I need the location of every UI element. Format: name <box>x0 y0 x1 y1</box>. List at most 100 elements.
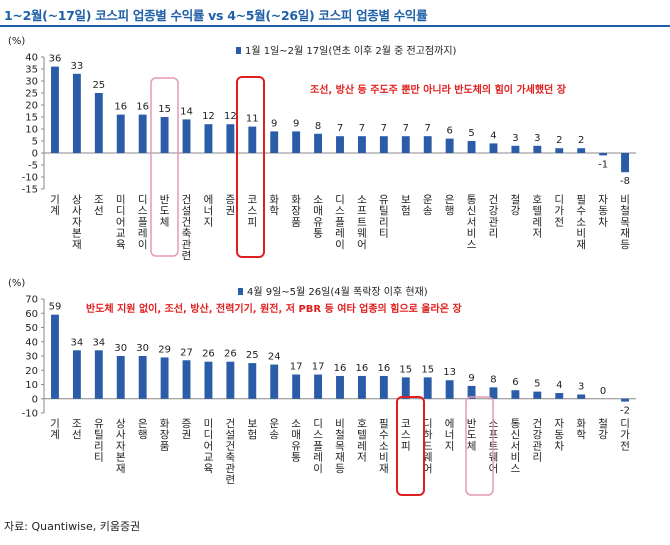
c2-category-label-char: 소 <box>379 440 389 452</box>
c1-category-label-char: 선 <box>94 205 104 217</box>
c2-category-label-char: 품 <box>160 440 170 452</box>
c2-bar <box>270 364 279 399</box>
c2-y-tick-label: -10 <box>22 409 38 420</box>
c1-value-label: 16 <box>136 102 149 113</box>
c1-category-label-char: 레 <box>138 228 148 240</box>
c1-category-label-char: 저 <box>532 228 542 240</box>
c1-category-label-char: 스 <box>467 239 477 251</box>
c1-category-label-char: 수 <box>576 205 586 217</box>
c1-value-label: 15 <box>158 104 171 115</box>
c1-category-label-char: 보 <box>401 194 411 206</box>
c2-category-label-char: 가 <box>620 429 630 441</box>
c2-category-label-char: 선 <box>72 429 82 441</box>
c2-value-label: 16 <box>377 363 390 374</box>
c2-bar <box>511 390 520 399</box>
title-divider <box>0 25 670 27</box>
c1-bar <box>599 153 608 156</box>
c1-category-label-char: 체 <box>160 216 170 228</box>
c1-category-label-char: 계 <box>50 205 60 217</box>
c1-category-label-char: 소 <box>357 194 367 206</box>
c2-category-label-char: 드 <box>423 440 433 452</box>
c2-bar <box>423 377 432 399</box>
c2-value-label: 17 <box>312 362 325 373</box>
c2-category-label-char: 디 <box>204 429 214 441</box>
c1-category-label-char: 리 <box>489 228 499 240</box>
c1-category-label-char: 이 <box>335 239 345 251</box>
c2-category-label-char: 유 <box>291 440 301 452</box>
c2-y-tick-label: 70 <box>25 295 38 306</box>
c1-bar <box>182 119 191 153</box>
c2-bar <box>533 391 542 399</box>
c1-category-label-char: 재 <box>620 228 630 240</box>
c1-category-label-char: 이 <box>138 239 148 251</box>
c1-category-label-char: 화 <box>269 194 279 206</box>
c1-y-tick-label: 15 <box>25 113 38 124</box>
c2-category-label-char: 화 <box>160 418 170 430</box>
c2-category-label-char: 리 <box>94 440 104 452</box>
c2-category-label-char: 철 <box>598 418 608 430</box>
c1-category-label-char: 피 <box>247 216 257 228</box>
c1-bar <box>489 143 498 153</box>
c1-category-label-char: 행 <box>445 205 455 217</box>
c1-y-tick-label: 0 <box>32 149 38 160</box>
c2-category-label-char: 전 <box>620 440 630 452</box>
c2-bar <box>72 350 81 399</box>
c1-y-tick-label: 40 <box>25 53 38 64</box>
c1-category-label-char: 소 <box>576 216 586 228</box>
c1-category-label-char: 전 <box>554 216 564 228</box>
c2-category-label-char: 비 <box>335 418 345 430</box>
c2-category-label-char: 어 <box>423 463 433 475</box>
c2-bar <box>314 374 323 399</box>
c1-category-label-char: 학 <box>269 205 279 217</box>
c1-value-label: 7 <box>403 123 409 134</box>
c1-category-label-char: 플 <box>335 216 345 228</box>
c2-bar <box>182 360 191 399</box>
c2-category-label-char: 자 <box>554 418 564 430</box>
c1-category-label-char: 도 <box>160 205 170 217</box>
c1-category-label-char: 티 <box>379 228 389 240</box>
c2-legend-swatch <box>238 288 243 295</box>
c1-category-label-char: 품 <box>291 216 301 228</box>
c1-category-label-char: 운 <box>423 194 433 206</box>
c2-bar <box>204 361 213 399</box>
c1-category-label-char: 유 <box>313 216 323 228</box>
c2-bar <box>489 387 498 399</box>
c2-bar <box>138 356 147 399</box>
c1-category-label-char: 리 <box>379 216 389 228</box>
c1-category-label-char: 교 <box>116 228 126 240</box>
c2-category-label-char: 티 <box>94 452 104 464</box>
c1-category-label-char: 레 <box>532 216 542 228</box>
c1-category-label-char: 스 <box>335 205 345 217</box>
c1-category-label-char: 디 <box>335 194 345 206</box>
c1-category-label-char: 강 <box>511 205 521 217</box>
c1-category-label-char: 매 <box>313 205 323 217</box>
c1-category-label-char: 조 <box>94 194 104 206</box>
c1-category-label-char: 가 <box>554 205 564 217</box>
c1-value-label: 2 <box>556 135 562 146</box>
c1-category-label-char: 디 <box>138 194 148 206</box>
c1-category-label-char: 차 <box>598 216 608 228</box>
c1-bar <box>160 117 169 153</box>
c2-category-label-char: 디 <box>313 418 323 430</box>
c1-category-label-char: 프 <box>357 205 367 217</box>
c2-value-label: 15 <box>399 364 412 375</box>
c2-category-label-char: 화 <box>576 418 586 430</box>
c1-category-label-char: 재 <box>72 239 82 251</box>
c1-bar <box>248 126 257 153</box>
c1-value-label: 16 <box>114 102 127 113</box>
c1-category-label-char: 스 <box>138 205 148 217</box>
c1-value-label: 7 <box>425 123 431 134</box>
c1-category-label-char: 플 <box>138 216 148 228</box>
c1-category-label-char: 송 <box>423 205 433 217</box>
c2-bar <box>467 385 476 399</box>
c2-highlight-box-pink <box>465 396 494 496</box>
c2-value-label: 16 <box>356 363 369 374</box>
c1-value-label: -8 <box>620 176 630 187</box>
c1-category-label-char: 동 <box>598 205 608 217</box>
c1-category-label-char: 호 <box>532 194 542 206</box>
c2-value-label: 15 <box>421 364 434 375</box>
c2-category-label-char: 신 <box>511 429 521 441</box>
c1-category-label-char: 트 <box>357 216 367 228</box>
c1-category-label-char: 어 <box>357 239 367 251</box>
c2-value-label: 29 <box>158 344 171 355</box>
